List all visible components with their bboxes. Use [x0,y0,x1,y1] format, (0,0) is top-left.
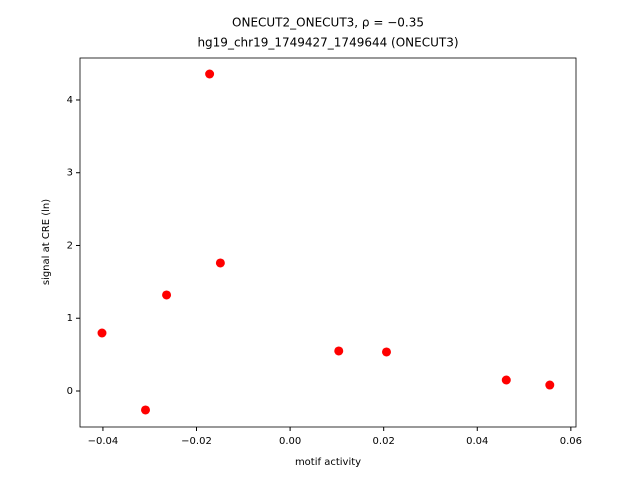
chart-subtitle: hg19_chr19_1749427_1749644 (ONECUT3) [197,36,458,50]
point [162,290,172,300]
point [501,375,511,385]
point [141,405,151,415]
chart-title: ONECUT2_ONECUT3, ρ = −0.35 [232,16,424,30]
y-tick-label: 1 [67,313,73,324]
y-tick-label: 3 [67,168,73,179]
x-axis-label: motif activity [295,457,361,468]
y-tick-label: 0 [67,386,73,397]
point [545,380,555,390]
x-tick-label: 0.02 [373,436,395,447]
x-tick-label: −0.04 [88,436,119,447]
plot-frame [79,57,577,428]
x-tick-label: 0.06 [560,436,582,447]
point [334,346,344,356]
x-tick-label: 0.04 [466,436,488,447]
point [205,69,215,79]
y-tick-label: 4 [67,95,73,106]
point [381,347,391,357]
x-tick-label: 0.00 [279,436,301,447]
x-tick-label: −0.02 [181,436,212,447]
point [97,328,107,338]
y-tick-label: 2 [67,240,73,251]
y-axis-label: signal at CRE (ln) [41,199,52,285]
point [215,258,225,268]
